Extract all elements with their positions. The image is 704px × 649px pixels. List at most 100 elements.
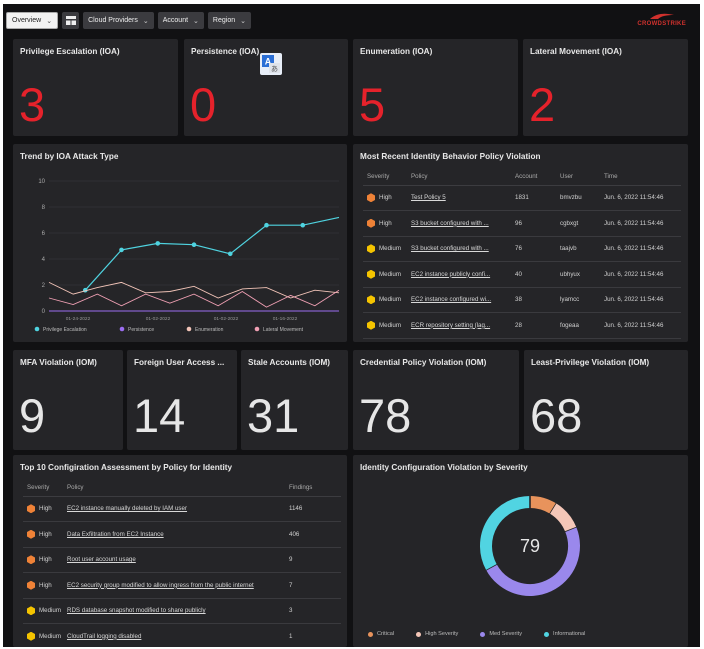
tile-privilege-escalation[interactable]: Privilege Escalation (IOA) 3 — [13, 39, 178, 136]
data-point[interactable] — [300, 222, 306, 228]
table-row[interactable]: High Data Exfiltration from EC2 Instance 4… — [23, 521, 341, 548]
severity-medium-icon — [367, 269, 375, 279]
tile-enumeration[interactable]: Enumeration (IOA) 5 — [353, 39, 518, 136]
user-cell: fogeaa — [560, 312, 604, 339]
table-row[interactable]: High Root user account usage 9 — [23, 547, 341, 573]
severity-donut-chart: 79 — [480, 495, 580, 596]
policy-cell[interactable]: EC2 instance manually deleted by IAM use… — [67, 496, 289, 522]
findings-cell: 9 — [289, 547, 341, 573]
account-cell: 76 — [515, 236, 560, 262]
tile-stale-accounts[interactable]: Stale Accounts (IOM) 31 — [241, 350, 348, 450]
account-dropdown[interactable]: Account ⌄ — [157, 12, 204, 29]
policy-cell[interactable]: RDS database snapshot modified to share … — [67, 598, 289, 624]
config-title: Top 10 Configiration Assessment by Polic… — [20, 463, 232, 472]
severity-cell: Medium — [23, 623, 67, 647]
tile-value: 3 — [19, 78, 46, 131]
data-point[interactable] — [264, 222, 269, 228]
severity-cell: High — [363, 185, 411, 211]
table-row[interactable]: High S3 bucket configured with ... 96 cgbxg… — [363, 210, 681, 237]
policy-cell[interactable]: Root user account usage — [67, 547, 289, 573]
donut-slice-informational[interactable] — [480, 496, 531, 570]
severity-cell: Medium — [363, 261, 411, 288]
donut-slice-critical[interactable] — [529, 496, 557, 514]
severity-cell: High — [23, 572, 67, 599]
translate-icon[interactable]: A あ — [260, 53, 282, 75]
table-row[interactable]: Medium EC2 instance publicly confi... 40 ub… — [363, 261, 681, 288]
legend-label[interactable]: Enumeration — [195, 327, 224, 333]
data-point[interactable] — [227, 251, 233, 257]
table-row[interactable]: Medium CloudTrail logging disabled 1 — [23, 623, 341, 647]
policy-cell[interactable]: Data Exfiltration from EC2 Instance — [67, 521, 289, 548]
tile-persistence[interactable]: Persistence (IOA) A あ 0 — [184, 39, 348, 136]
table-row[interactable]: Medium ECR repository setting (lag... 28 fo… — [363, 312, 681, 339]
policy-cell[interactable]: CloudTrail logging disabled — [67, 623, 289, 647]
policy-cell[interactable]: EC2 security group modified to allow ing… — [67, 572, 289, 599]
severity-high-icon — [27, 504, 35, 514]
table-row[interactable]: High Test Policy 5 1831 bmvzbu Jun. 6, 2022 … — [363, 185, 681, 211]
legend-label[interactable]: Persistence — [128, 327, 154, 333]
policy-link[interactable]: Root user account usage — [67, 556, 136, 564]
policy-link[interactable]: EC2 security group modified to allow ing… — [67, 581, 254, 589]
table-row[interactable]: Medium EC2 instance configured wi... 38 lya… — [363, 287, 681, 313]
legend-item[interactable]: Med Severity — [480, 631, 522, 637]
account-cell: 96 — [515, 210, 560, 237]
policy-link[interactable]: Data Exfiltration from EC2 Instance — [67, 530, 164, 538]
logo-text: CROWDSTRIKE — [637, 21, 686, 27]
legend-item[interactable]: Critical — [368, 631, 394, 637]
slice-separator — [485, 563, 498, 571]
tile-mfa-violation[interactable]: MFA Violation (IOM) 9 — [13, 350, 123, 450]
severity-cell: Medium — [363, 236, 411, 262]
legend-item[interactable]: Informational — [544, 631, 585, 637]
policy-link[interactable]: Test Policy 5 — [411, 194, 446, 202]
policy-link[interactable]: CloudTrail logging disabled — [67, 632, 142, 640]
policy-cell[interactable]: S3 bucket configured with ... — [411, 236, 515, 262]
policy-link[interactable]: EC2 instance manually deleted by IAM use… — [67, 505, 188, 513]
severity-medium-icon — [27, 631, 35, 641]
region-dropdown[interactable]: Region ⌄ — [207, 12, 251, 29]
chevron-down-icon: ⌄ — [240, 17, 246, 25]
region-label: Region — [212, 17, 236, 24]
cloud-providers-dropdown[interactable]: Cloud Providers ⌄ — [83, 12, 154, 29]
policy-cell[interactable]: ECR repository setting (lag... — [411, 312, 515, 339]
severity-high-icon — [27, 555, 35, 565]
tile-value: 68 — [530, 389, 583, 442]
tile-credential-policy[interactable]: Credential Policy Violation (IOM) 78 — [353, 350, 519, 450]
svg-text:あ: あ — [271, 65, 278, 73]
policy-cell[interactable]: EC2 instance configured wi... — [411, 287, 515, 313]
tile-foreign-user-access[interactable]: Foreign User Access ... 14 — [127, 350, 237, 450]
tile-lateral-movement[interactable]: Lateral Movement (IOA) 2 — [523, 39, 688, 136]
data-point[interactable] — [155, 241, 161, 246]
tile-least-privilege[interactable]: Least-Privilege Violation (IOM) 68 — [524, 350, 688, 450]
policy-link[interactable]: EC2 instance publicly confi... — [411, 270, 491, 278]
overview-label: Overview — [12, 17, 42, 24]
policy-link[interactable]: EC2 instance configured wi... — [411, 296, 492, 304]
policy-link[interactable]: RDS database snapshot modified to share … — [67, 607, 206, 615]
policy-link[interactable]: S3 bucket configured with ... — [411, 219, 489, 227]
user-cell: lyamcc — [560, 287, 604, 313]
table-row[interactable]: Medium RDS database snapshot modified to … — [23, 598, 341, 624]
policy-link[interactable]: S3 bucket configured with ... — [411, 245, 489, 253]
findings-cell: 3 — [289, 598, 341, 624]
table-row[interactable]: Medium S3 bucket configured with ... 76 taa… — [363, 236, 681, 262]
user-cell: ubhyux — [560, 261, 604, 288]
tile-title: Stale Accounts (IOM) — [248, 358, 331, 367]
tile-title: Enumeration (IOA) — [360, 47, 433, 56]
overview-dropdown[interactable]: Overview ⌄ — [6, 12, 59, 29]
donut-slice-high-severity[interactable] — [549, 503, 577, 533]
donut-slice-med-severity[interactable] — [486, 527, 580, 596]
data-point[interactable] — [191, 242, 197, 247]
legend-label[interactable]: Lateral Movement — [263, 327, 304, 333]
legend-label[interactable]: Privilege Escalation — [43, 327, 87, 333]
table-row[interactable]: High EC2 instance manually deleted by IAM… — [23, 496, 341, 522]
policy-cell[interactable]: S3 bucket configured with ... — [411, 210, 515, 237]
legend-item[interactable]: High Severity — [416, 631, 458, 637]
findings-cell: 1146 — [289, 496, 341, 522]
policy-link[interactable]: ECR repository setting (lag... — [411, 321, 491, 329]
table-row[interactable]: High EC2 security group modified to allow… — [23, 572, 341, 599]
layout-grid-button[interactable] — [62, 12, 80, 29]
policy-cell[interactable]: Test Policy 5 — [411, 185, 515, 211]
policy-cell[interactable]: EC2 instance publicly confi... — [411, 261, 515, 288]
time-cell: Jun. 6, 2022 11:54:46 — [604, 236, 681, 262]
data-point[interactable] — [119, 247, 124, 253]
time-cell: Jun. 6, 2022 11:54:46 — [604, 261, 681, 288]
